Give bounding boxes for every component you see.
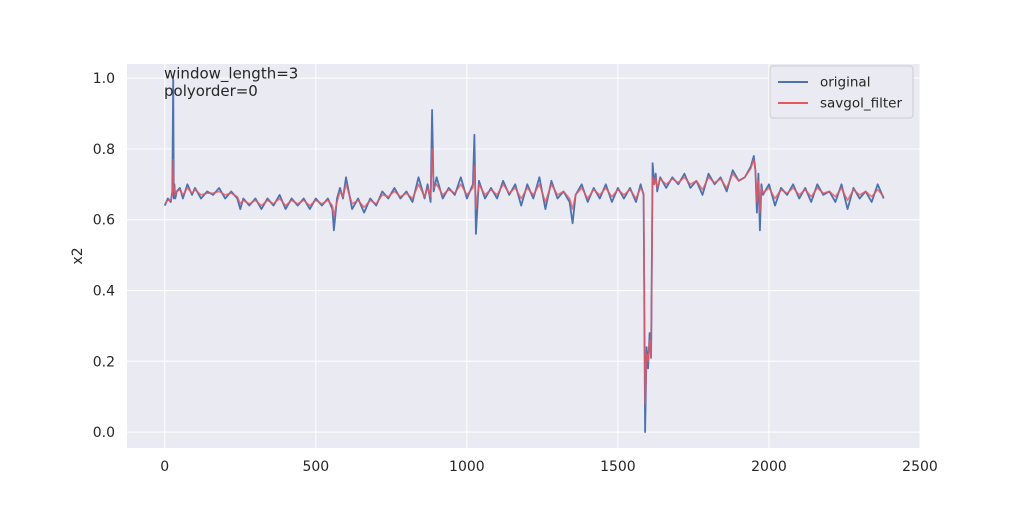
x-tick-label: 2500 <box>902 459 938 475</box>
y-tick-label: 0.2 <box>93 354 115 370</box>
legend-box <box>769 65 914 119</box>
annotation-window-length: window_length=3 <box>164 65 298 84</box>
y-tick-label: 0.6 <box>93 213 115 229</box>
y-tick-label: 0.8 <box>93 142 115 158</box>
x-tick-label: 0 <box>160 459 169 475</box>
legend: original savgol_filter <box>769 65 914 119</box>
series-line-savgol-filter <box>164 148 885 405</box>
x-tick-label: 500 <box>302 459 329 475</box>
y-tick-labels: 0.0 0.2 0.4 0.6 0.8 1.0 <box>93 71 115 441</box>
x-tick-label: 2000 <box>751 459 787 475</box>
legend-label-original: original <box>820 75 870 91</box>
grid-lines <box>127 64 921 448</box>
series-lines <box>163 77 885 434</box>
legend-label-savgol-filter: savgol_filter <box>820 96 902 112</box>
annotation-polyorder: polyorder=0 <box>164 82 258 100</box>
x-tick-label: 1500 <box>600 459 636 475</box>
x-tick-labels: 0 500 1000 1500 2000 2500 <box>160 459 938 475</box>
plot-area <box>127 64 920 448</box>
y-tick-label: 1.0 <box>93 71 115 87</box>
y-axis-label: x2 <box>70 247 86 264</box>
y-tick-label: 0.4 <box>93 284 115 300</box>
y-tick-label: 0.0 <box>93 425 115 441</box>
x-tick-label: 1000 <box>449 459 485 475</box>
